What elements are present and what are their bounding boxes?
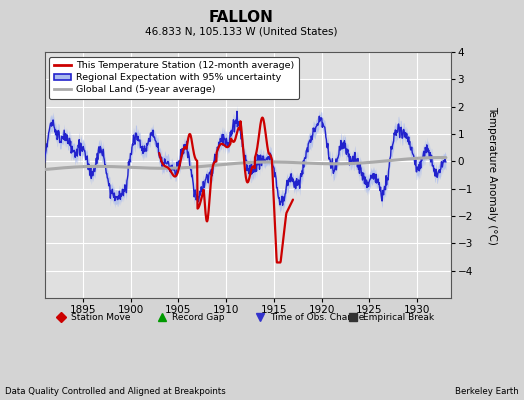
Text: FALLON: FALLON [209,10,274,25]
Y-axis label: Temperature Anomaly (°C): Temperature Anomaly (°C) [487,106,497,244]
Text: Station Move: Station Move [71,312,130,322]
Text: Record Gap: Record Gap [172,312,225,322]
Text: Data Quality Controlled and Aligned at Breakpoints: Data Quality Controlled and Aligned at B… [5,387,226,396]
Text: 46.833 N, 105.133 W (United States): 46.833 N, 105.133 W (United States) [145,26,337,36]
Legend: This Temperature Station (12-month average), Regional Expectation with 95% uncer: This Temperature Station (12-month avera… [49,57,299,99]
Text: Time of Obs. Change: Time of Obs. Change [270,312,364,322]
Text: Berkeley Earth: Berkeley Earth [455,387,519,396]
Text: Empirical Break: Empirical Break [363,312,434,322]
